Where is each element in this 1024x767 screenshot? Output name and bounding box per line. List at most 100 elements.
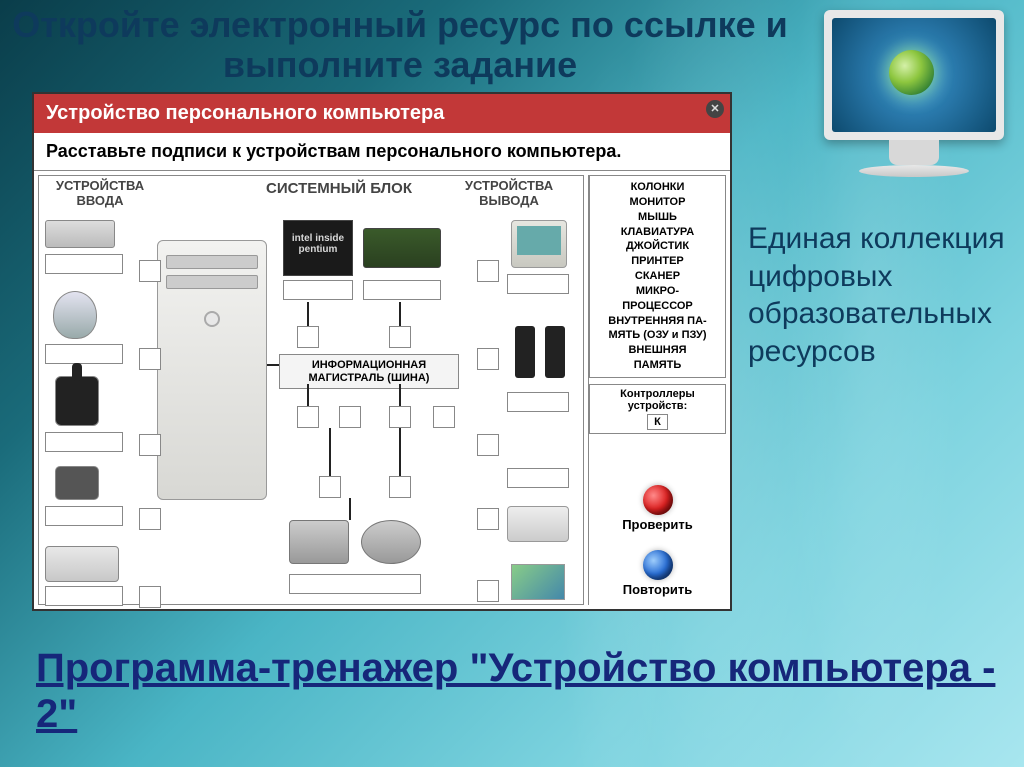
repeat-button[interactable]: Повторить [589,538,726,605]
word-item[interactable]: ПРОЦЕССОР [592,299,723,314]
monitor-stand [889,140,939,165]
keyboard-icon [45,220,115,248]
check-button[interactable]: Проверить [589,473,726,534]
repeat-label: Повторить [589,582,726,597]
word-item[interactable]: СКАНЕР [592,269,723,284]
disc-icon [361,520,421,564]
repeat-led-icon [643,550,673,580]
connector-line [399,302,401,326]
connector-line [307,384,309,406]
drive-bay-icon [166,255,258,269]
controllers-legend: Контроллеры устройств: К [589,384,726,434]
node-box [139,260,161,282]
bus-line2: МАГИСТРАЛЬ (ШИНА) [284,372,454,385]
check-led-icon [643,485,673,515]
webcam-icon [55,466,99,500]
label-slot[interactable] [363,280,441,300]
word-bank[interactable]: КОЛОНКИ МОНИТОР МЫШЬ КЛАВИАТУРА ДЖОЙСТИК… [589,175,726,378]
word-item[interactable]: МИКРО- [592,284,723,299]
node-box [477,580,499,602]
check-label: Проверить [589,517,726,532]
widget-header: Устройство персонального компьютера ✕ [34,94,730,133]
page-title: Откройте электронный ресурс по ссылке и … [10,5,790,84]
node-box [297,406,319,428]
mouse-icon [53,291,97,339]
node-box [389,476,411,498]
bus-line1: ИНФОРМАЦИОННАЯ [284,359,454,372]
label-slot[interactable] [507,274,569,294]
node-box [297,326,319,348]
word-item[interactable]: ПРИНТЕР [592,254,723,269]
label-slot[interactable] [45,254,123,274]
connector-line [349,498,351,520]
connector-line [329,428,331,476]
widget-sidebar: КОЛОНКИ МОНИТОР МЫШЬ КЛАВИАТУРА ДЖОЙСТИК… [588,175,726,605]
label-slot[interactable] [289,574,421,594]
label-slot[interactable] [507,392,569,412]
speaker-left-icon [515,326,535,378]
controllers-label: Контроллеры устройств: [593,388,722,412]
widget-title: Устройство персонального компьютера [46,102,444,124]
diagram-area: УСТРОЙСТВА ВВОДА СИСТЕМНЫЙ БЛОК УСТРОЙСТ… [34,171,730,609]
monitor-screen [832,18,996,132]
label-slot[interactable] [45,586,123,606]
connector-line [399,428,401,476]
word-item[interactable]: ДЖОЙСТИК [592,239,723,254]
word-item[interactable]: МЯТЬ (ОЗУ и ПЗУ) [592,328,723,343]
node-box [139,508,161,530]
label-slot[interactable] [45,506,123,526]
node-box [477,434,499,456]
trainer-link[interactable]: Программа-тренажер "Устройство компьютер… [36,645,1024,737]
label-slot[interactable] [45,344,123,364]
tower-icon [157,240,267,500]
collection-text: Единая коллекция цифровых образовательны… [748,220,1018,370]
cpu-text-2: pentium [284,244,352,255]
diagram-canvas: УСТРОЙСТВА ВВОДА СИСТЕМНЫЙ БЛОК УСТРОЙСТ… [38,175,584,605]
monitor-base [859,165,969,177]
word-item[interactable]: ВНЕШНЯЯ [592,343,723,358]
node-box [477,348,499,370]
node-box [139,434,161,456]
node-box [477,508,499,530]
word-item[interactable]: КЛАВИАТУРА [592,225,723,240]
joystick-icon [55,376,99,426]
word-item[interactable]: МОНИТОР [592,195,723,210]
power-button-icon [204,311,220,327]
word-item[interactable]: МЫШЬ [592,210,723,225]
column-input-label: УСТРОЙСТВА ВВОДА [45,178,155,208]
controllers-symbol: К [647,414,668,430]
column-system-label: СИСТЕМНЫЙ БЛОК [239,180,439,197]
label-slot[interactable] [45,432,123,452]
connector-line [267,364,279,366]
bus-label: ИНФОРМАЦИОННАЯ МАГИСТРАЛЬ (ШИНА) [279,354,459,389]
printer-icon [507,506,569,542]
photo-output-icon [511,564,565,600]
node-box [477,260,499,282]
drive-bay-icon [166,275,258,289]
crt-monitor-icon [511,220,567,268]
widget-subtitle: Расставьте подписи к устройствам персона… [34,133,730,171]
speaker-right-icon [545,326,565,378]
node-box [389,406,411,428]
word-item[interactable]: ВНУТРЕННЯЯ ПА- [592,314,723,329]
word-item[interactable]: ПАМЯТЬ [592,358,723,373]
cpu-text-1: intel inside [284,233,352,244]
node-box [433,406,455,428]
hdd-icon [289,520,349,564]
node-box [339,406,361,428]
label-slot[interactable] [283,280,353,300]
cpu-chip-icon: intel inside pentium [283,220,353,276]
node-box [139,586,161,608]
label-slot[interactable] [507,468,569,488]
node-box [319,476,341,498]
ram-icon [363,228,441,268]
close-icon[interactable]: ✕ [706,100,724,118]
monitor-frame [824,10,1004,140]
connector-line [399,384,401,406]
node-box [389,326,411,348]
speakers-icon [515,326,565,386]
scanner-icon [45,546,119,582]
node-box [139,348,161,370]
decorative-monitor [814,10,1014,180]
word-item[interactable]: КОЛОНКИ [592,180,723,195]
